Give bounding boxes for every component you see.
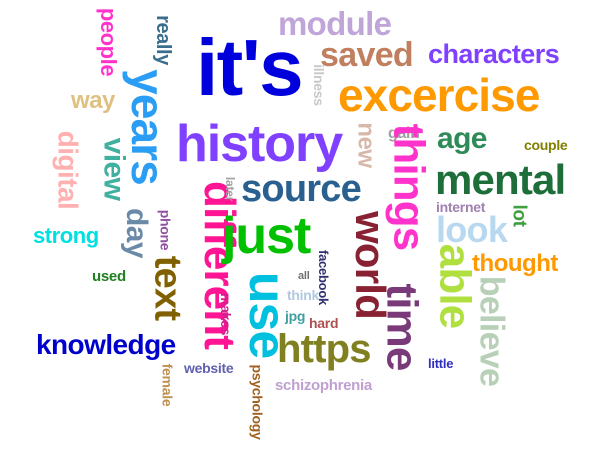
word-used: used bbox=[92, 268, 126, 285]
word-its: it's bbox=[196, 23, 304, 112]
word-thought: thought bbox=[472, 250, 558, 277]
word-illness: illness bbox=[310, 64, 327, 106]
word-female: female bbox=[159, 363, 176, 407]
word-age: age bbox=[437, 122, 488, 155]
word-internet: internet bbox=[436, 199, 486, 215]
word-time: time bbox=[377, 283, 427, 371]
word-makes: makes bbox=[218, 292, 235, 336]
word-think: think bbox=[287, 287, 320, 303]
word-schizophrenia: schizophrenia bbox=[275, 377, 372, 394]
word-history: history bbox=[176, 115, 343, 173]
word-phone: phone bbox=[157, 209, 174, 251]
word-look: look bbox=[436, 209, 508, 250]
word-little: little bbox=[428, 356, 454, 371]
word-website: website bbox=[184, 360, 234, 376]
word-https: https bbox=[277, 327, 372, 371]
word-people: people bbox=[96, 7, 122, 77]
word-characters: characters bbox=[428, 39, 560, 69]
word-lot: lot bbox=[508, 204, 530, 227]
word-text: text bbox=[146, 255, 189, 321]
word-all: all bbox=[298, 270, 310, 282]
word-gain: gain bbox=[388, 125, 420, 142]
word-jpg: jpg bbox=[285, 308, 306, 324]
word-saved: saved bbox=[320, 36, 414, 74]
word-excercise: excercise bbox=[338, 69, 540, 121]
word-hard: hard bbox=[309, 315, 339, 331]
word-strong: strong bbox=[33, 223, 99, 248]
word-new: new bbox=[352, 122, 380, 168]
word-just: just bbox=[222, 207, 311, 265]
word-day: day bbox=[119, 208, 153, 258]
word-way: way bbox=[71, 87, 115, 114]
word-digital: digital bbox=[52, 130, 84, 210]
word-believe: believe bbox=[472, 275, 511, 387]
word-psychology: psychology bbox=[249, 364, 266, 440]
word-view: view bbox=[97, 137, 131, 201]
word-source: source bbox=[241, 168, 362, 210]
word-able: able bbox=[430, 243, 480, 329]
word-knowledge: knowledge bbox=[36, 329, 176, 360]
word-later: later bbox=[223, 176, 238, 202]
word-mental: mental bbox=[435, 156, 566, 203]
word-module: module bbox=[278, 5, 392, 42]
word-really: really bbox=[151, 15, 174, 65]
word-couple: couple bbox=[524, 137, 568, 153]
word-years: years bbox=[121, 69, 174, 185]
